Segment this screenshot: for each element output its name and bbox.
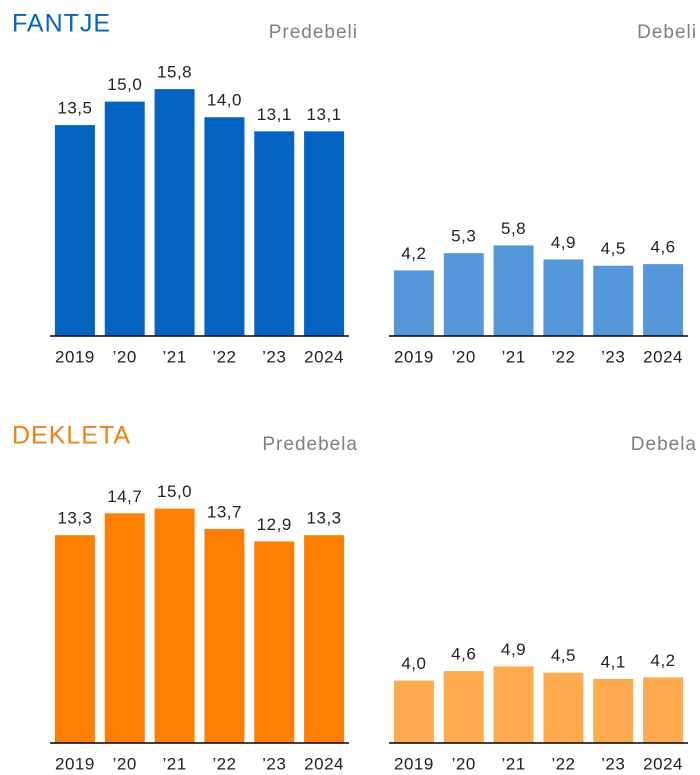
bar (254, 131, 295, 336)
value-label: 4,0 (401, 654, 426, 673)
x-tick-label: 2019 (55, 754, 95, 773)
bar (393, 270, 434, 336)
value-label: 4,5 (601, 239, 626, 258)
x-tick-label: ’23 (262, 347, 286, 366)
bar (543, 259, 584, 336)
value-label: 4,9 (501, 640, 526, 659)
x-tick-label: ’22 (212, 754, 236, 773)
bar (104, 513, 145, 743)
bar (443, 253, 484, 336)
value-label: 13,1 (307, 105, 342, 124)
x-tick-label: ’21 (162, 347, 186, 366)
x-tick-label: ’22 (551, 347, 575, 366)
bar (493, 245, 534, 336)
x-tick-label: 2024 (643, 754, 683, 773)
x-tick-label: ’23 (262, 754, 286, 773)
value-label: 13,7 (207, 502, 242, 521)
bar (493, 666, 534, 743)
x-tick-label: ’21 (501, 347, 525, 366)
value-label: 13,3 (307, 509, 342, 528)
bar (393, 680, 434, 743)
x-tick-label: ’22 (212, 347, 236, 366)
bar (54, 535, 95, 743)
bar (304, 535, 345, 743)
value-label: 4,9 (551, 233, 576, 252)
x-tick-label: ’20 (452, 347, 476, 366)
value-label: 4,1 (601, 652, 626, 671)
bar (593, 678, 634, 743)
panel-title: Predebela (262, 434, 358, 455)
bar (593, 265, 634, 336)
x-tick-label: ’23 (601, 347, 625, 366)
x-tick-label: ’20 (113, 754, 137, 773)
x-tick-label: ’23 (601, 754, 625, 773)
x-tick-label: ’20 (113, 347, 137, 366)
value-label: 5,3 (451, 227, 476, 246)
x-tick-label: 2019 (394, 754, 434, 773)
value-label: 15,0 (107, 75, 142, 94)
panel-title: Predebeli (269, 22, 358, 43)
value-label: 13,5 (57, 99, 92, 118)
value-label: 4,5 (551, 646, 576, 665)
bar (204, 117, 245, 336)
x-tick-label: 2024 (643, 347, 683, 366)
value-label: 15,0 (157, 482, 192, 501)
bar (254, 541, 295, 743)
bar (643, 677, 684, 743)
panel-title: Debela (631, 434, 697, 455)
value-label: 4,6 (451, 645, 476, 664)
section-heading: DEKLETA (12, 422, 131, 450)
x-tick-label: ’22 (551, 754, 575, 773)
bar (154, 508, 195, 743)
value-label: 4,2 (401, 244, 426, 263)
value-label: 14,7 (107, 487, 142, 506)
bar (154, 89, 195, 336)
panel-title: Debeli (637, 22, 697, 43)
bar (643, 264, 684, 336)
x-tick-label: 2019 (394, 347, 434, 366)
value-label: 4,2 (651, 651, 676, 670)
value-label: 12,9 (257, 515, 292, 534)
bar (443, 671, 484, 743)
value-label: 13,1 (257, 105, 292, 124)
bar (304, 131, 345, 336)
x-tick-label: ’21 (162, 754, 186, 773)
x-tick-label: ’20 (452, 754, 476, 773)
value-label: 5,8 (501, 219, 526, 238)
value-label: 13,3 (57, 509, 92, 528)
value-label: 14,0 (207, 91, 242, 110)
value-label: 4,6 (651, 238, 676, 257)
x-tick-label: 2024 (304, 754, 344, 773)
bar (54, 125, 95, 336)
x-tick-label: 2024 (304, 347, 344, 366)
x-tick-label: 2019 (55, 347, 95, 366)
section-heading: FANTJE (12, 10, 111, 38)
bar (204, 528, 245, 743)
bar (543, 672, 584, 743)
bar (104, 101, 145, 336)
x-tick-label: ’21 (501, 754, 525, 773)
value-label: 15,8 (157, 63, 192, 82)
